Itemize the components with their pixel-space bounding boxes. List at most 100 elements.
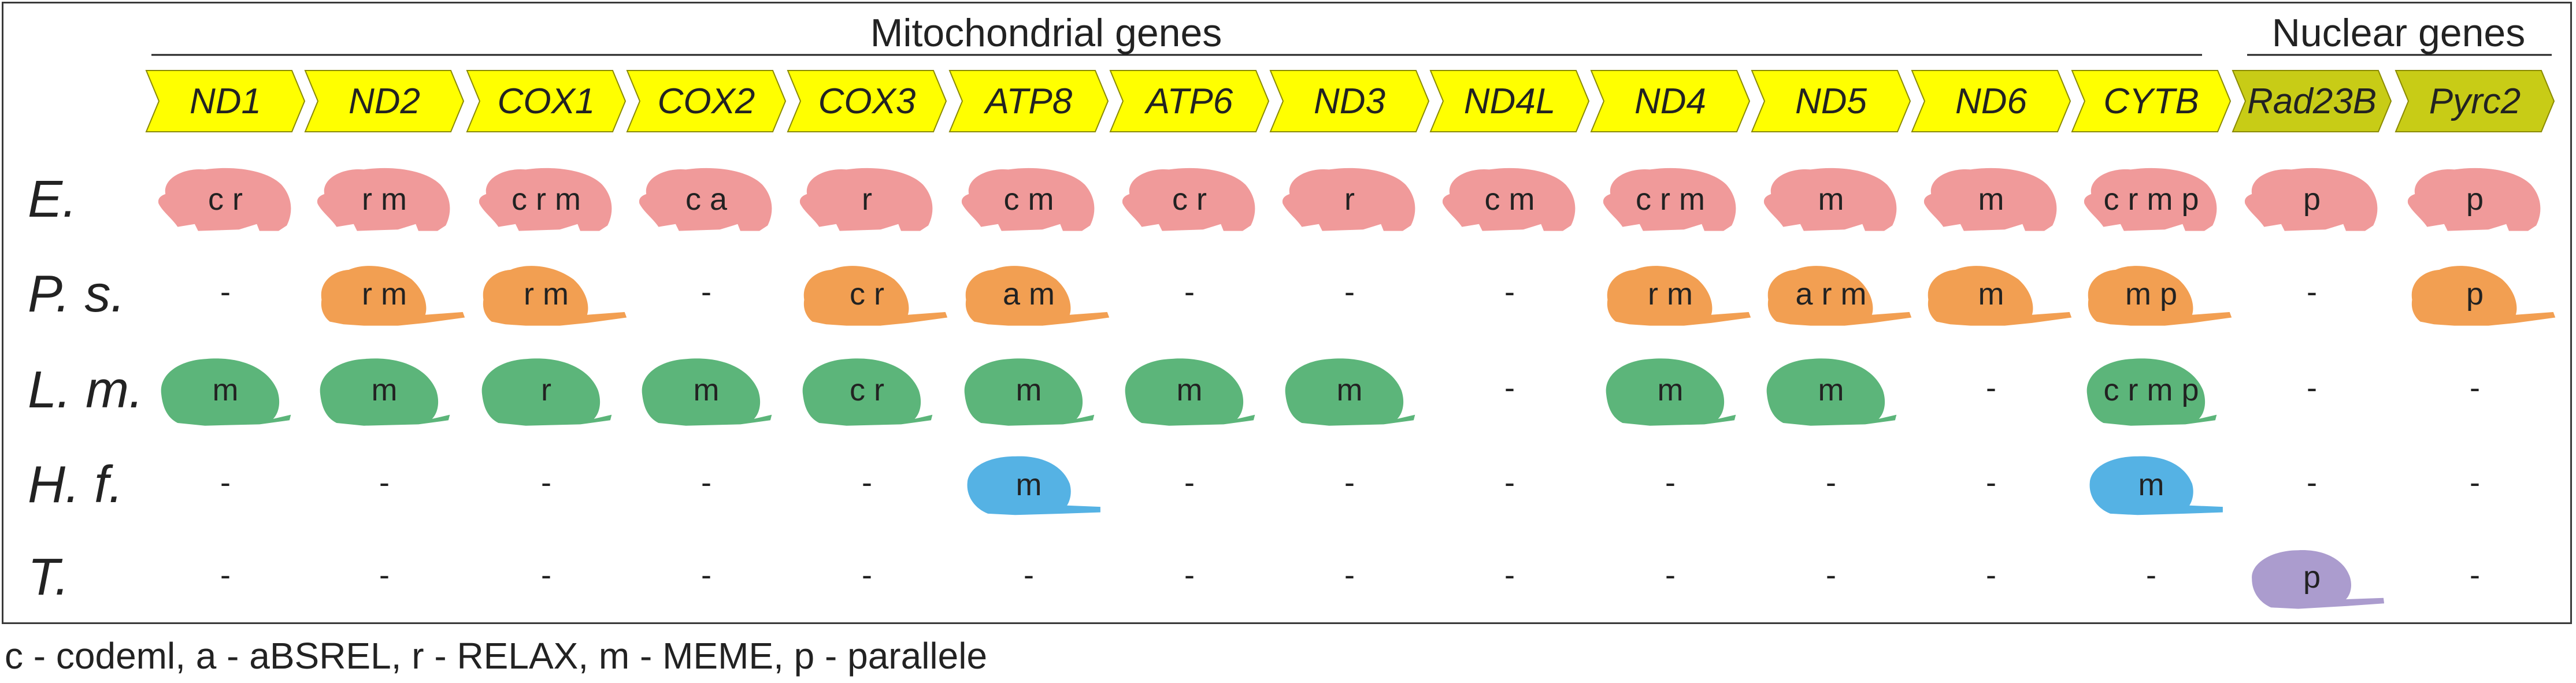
empty-cell: - bbox=[379, 558, 390, 592]
gene-label: ND5 bbox=[1795, 81, 1867, 121]
mole-rat-icon bbox=[2244, 168, 2378, 231]
empty-cell: - bbox=[1665, 465, 1676, 500]
empty-cell: - bbox=[1184, 558, 1195, 592]
method-codes: r bbox=[1344, 182, 1355, 217]
empty-cell: - bbox=[220, 274, 231, 309]
empty-cell: - bbox=[701, 465, 711, 500]
empty-cell: - bbox=[1504, 370, 1515, 405]
mole-rat-icon bbox=[317, 168, 450, 231]
result-cell: p bbox=[2244, 168, 2378, 231]
long-tail-rodent-icon bbox=[2411, 266, 2556, 326]
gene-arrow-shape bbox=[2232, 70, 2392, 132]
gene-label: Rad23B bbox=[2247, 81, 2377, 121]
gene-arrow-shape bbox=[1751, 70, 1911, 132]
gene-arrow-nd3: ND3 bbox=[1269, 70, 1430, 132]
species-label-2: L. m. bbox=[28, 361, 143, 419]
empty-cell: - bbox=[220, 465, 231, 500]
gene-arrow-atp8: ATP8 bbox=[948, 70, 1109, 132]
result-cell: c r m bbox=[1603, 168, 1736, 231]
method-codes: c m bbox=[1004, 182, 1054, 217]
round-rodent-icon bbox=[320, 358, 450, 426]
gene-arrow-nd2: ND2 bbox=[304, 70, 465, 132]
gene-label: ND4L bbox=[1464, 81, 1556, 121]
gene-arrow-cox1: COX1 bbox=[466, 70, 627, 132]
mole-rat-icon bbox=[799, 168, 933, 231]
method-codes: r m bbox=[1648, 277, 1693, 311]
mole-rat-icon bbox=[158, 168, 291, 231]
empty-cell: - bbox=[1184, 465, 1195, 500]
method-codes: c a bbox=[685, 182, 728, 217]
empty-cell: - bbox=[220, 558, 231, 592]
gene-selection-diagram: Mitochondrial genes Nuclear genes ND1 ND2… bbox=[28, 11, 2556, 609]
result-cell: m p bbox=[2088, 266, 2232, 326]
method-codes: p bbox=[2466, 277, 2484, 311]
empty-cell: - bbox=[2146, 558, 2156, 592]
empty-cell: - bbox=[1504, 465, 1515, 500]
empty-cell: - bbox=[2307, 465, 2317, 500]
mole-vole-icon bbox=[967, 456, 1100, 515]
long-tail-rodent-icon bbox=[2088, 266, 2232, 326]
empty-cell: - bbox=[541, 465, 551, 500]
method-codes: m bbox=[694, 373, 720, 407]
mole-rat-icon bbox=[1923, 168, 2057, 231]
method-codes: r m bbox=[362, 182, 407, 217]
result-cell: a m bbox=[965, 266, 1110, 326]
result-cell: m bbox=[1125, 358, 1255, 426]
result-cell: c m bbox=[961, 168, 1095, 231]
result-cell: r m bbox=[483, 266, 627, 326]
round-rodent-icon bbox=[1125, 358, 1255, 426]
mole-rat-icon bbox=[639, 168, 772, 231]
method-codes: c r bbox=[850, 373, 884, 407]
gene-label: ND1 bbox=[190, 81, 261, 121]
mole-rat-icon bbox=[479, 168, 612, 231]
result-cell: p bbox=[2252, 550, 2385, 609]
gene-arrow-nd5: ND5 bbox=[1751, 70, 1911, 132]
empty-cell: - bbox=[1504, 274, 1515, 309]
figure-frame bbox=[2, 2, 2572, 624]
gene-label: COX1 bbox=[498, 81, 595, 121]
gene-arrow-shape bbox=[145, 70, 306, 132]
empty-cell: - bbox=[1986, 370, 1996, 405]
method-codes: r m bbox=[362, 277, 407, 311]
empty-cell: - bbox=[2470, 370, 2480, 405]
empty-cell: - bbox=[1344, 558, 1355, 592]
gene-arrow-shape bbox=[2395, 70, 2555, 132]
mole-rat-icon bbox=[1603, 168, 1736, 231]
empty-cell: - bbox=[2307, 370, 2317, 405]
result-cell: m bbox=[320, 358, 450, 426]
empty-cell: - bbox=[701, 558, 711, 592]
method-codes: m p bbox=[2125, 277, 2177, 311]
round-rodent-icon bbox=[964, 358, 1095, 426]
gene-arrow-nd4l: ND4L bbox=[1429, 70, 1590, 132]
result-cell: r m bbox=[1607, 266, 1751, 326]
empty-cell: - bbox=[1986, 558, 1996, 592]
species-labels: E. P. s. L. m. H. f. T. bbox=[28, 170, 143, 606]
method-codes: p bbox=[2466, 182, 2484, 217]
gene-arrow-shape bbox=[466, 70, 627, 132]
method-codes: p bbox=[2303, 182, 2321, 217]
empty-cell: - bbox=[1986, 465, 1996, 500]
gene-arrow-shape bbox=[1590, 70, 1751, 132]
empty-cell: - bbox=[862, 558, 872, 592]
vole-icon bbox=[2252, 550, 2385, 609]
empty-cell: - bbox=[541, 558, 551, 592]
result-cell: r bbox=[481, 358, 612, 426]
gene-arrow-shape bbox=[1911, 70, 2071, 132]
result-cell: m bbox=[1606, 358, 1736, 426]
mito-genes-header: Mitochondrial genes bbox=[870, 11, 1222, 55]
gene-label: ND4 bbox=[1634, 81, 1706, 121]
empty-cell: - bbox=[701, 274, 711, 309]
result-cell: m bbox=[1928, 266, 2072, 326]
gene-arrow-nd1: ND1 bbox=[145, 70, 306, 132]
empty-cell: - bbox=[1344, 274, 1355, 309]
result-cell: c r bbox=[803, 266, 948, 326]
method-codes: m bbox=[1016, 467, 1042, 502]
gene-label: COX2 bbox=[658, 81, 755, 121]
round-rodent-icon bbox=[802, 358, 933, 426]
result-cell: r bbox=[799, 168, 933, 231]
empty-cell: - bbox=[1826, 465, 1836, 500]
method-codes: m bbox=[372, 373, 398, 407]
gene-arrow-nd6: ND6 bbox=[1911, 70, 2071, 132]
method-codes: p bbox=[2303, 560, 2321, 595]
result-cell: c r bbox=[802, 358, 933, 426]
